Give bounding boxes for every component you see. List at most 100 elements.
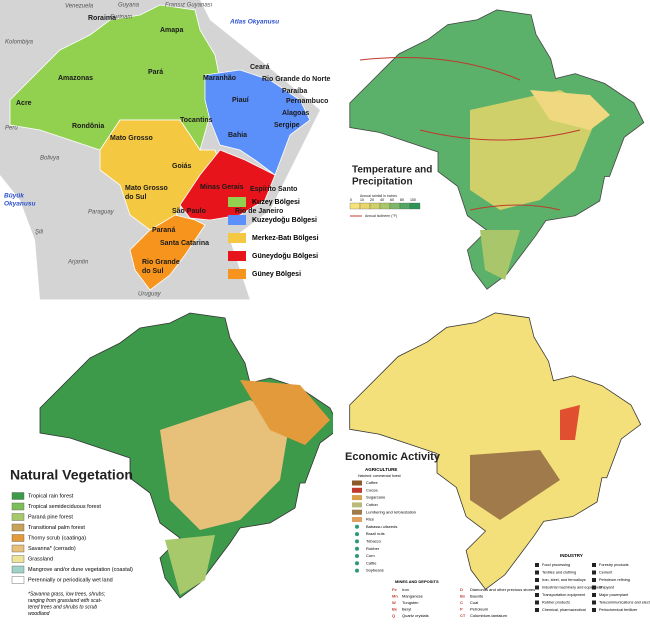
mine-code: W — [392, 600, 396, 605]
legend-swatch — [352, 502, 362, 508]
legend-label: 10 — [360, 198, 364, 202]
state-label: Paraíba — [282, 88, 307, 95]
legend-label: Telecommunications and electronic equipm… — [599, 601, 650, 605]
legend-label: Cement — [599, 571, 613, 575]
legend-icon — [592, 585, 596, 590]
legend-label: Petroleum refining — [599, 578, 630, 582]
legend-icon — [535, 585, 539, 590]
section-title: INDUSTRY — [560, 553, 583, 558]
legend-label: Shipyard — [599, 586, 614, 590]
state-label: Piauí — [232, 97, 250, 104]
country-label: Paraguay — [88, 210, 115, 216]
mine-code: D — [460, 587, 463, 592]
legend: 0 10 20 40 60 80 100 — [349, 198, 421, 210]
legend-label: Tropical rain forest — [28, 493, 74, 499]
activity-zone — [560, 405, 580, 440]
ocean — [200, 0, 333, 300]
mine-code: Mn — [392, 594, 398, 599]
legend-swatch — [228, 269, 246, 279]
legend-swatch — [379, 202, 391, 210]
legend-swatch — [355, 561, 359, 566]
country-label: Kolombiya — [5, 40, 34, 46]
legend-swatch — [389, 202, 401, 210]
country-label: Fransız Guyanası — [165, 3, 213, 9]
legend-icon — [592, 563, 596, 567]
legend-swatch — [369, 202, 381, 210]
state-label: Acre — [16, 100, 32, 107]
note-line: tered trees and shrubs to scrub — [28, 604, 97, 610]
legend-label: Soybeans — [366, 568, 384, 573]
legend-swatch — [11, 565, 25, 574]
legend-label: Bauxite — [470, 594, 484, 599]
mine-code: CT — [460, 613, 466, 618]
legend-swatch — [11, 534, 25, 542]
legend-label: Iron, steel, and ferroalloys — [542, 578, 586, 582]
legend-label: Thorny scrub (caatinga) — [28, 535, 86, 541]
legend-swatch — [11, 555, 25, 563]
legend-swatch — [11, 513, 25, 521]
economic-panel: Economic Activity AGRICULTURE Hatched: co… — [333, 303, 650, 621]
legend-label: Manganese — [402, 594, 424, 599]
legend-icon — [592, 608, 596, 612]
mine-code: P — [460, 607, 463, 612]
legend-icon — [592, 570, 596, 575]
mine-code: Fe — [392, 587, 397, 592]
legend-label: Cattle — [366, 560, 377, 565]
region-south — [129, 214, 206, 291]
legend-swatch — [409, 202, 421, 210]
legend-label: Güneydoğu Bölgesi — [252, 253, 318, 260]
legend-icon — [535, 578, 539, 582]
legend-label: 0 — [350, 198, 352, 202]
ocean — [0, 175, 40, 300]
legend-swatch — [352, 517, 362, 522]
state-label: Rio Grande do Norte — [262, 76, 331, 83]
isotherm — [359, 57, 581, 211]
legend-icon — [535, 563, 539, 567]
legend-label: 60 — [390, 198, 394, 202]
legend-label: Cotton — [366, 502, 378, 507]
state-label: Amapa — [160, 27, 183, 34]
country-label: Şili — [35, 230, 44, 236]
legend-label: Cocoa — [366, 487, 378, 492]
state-label: do Sul — [142, 268, 163, 275]
state-label: Minas Gerais — [200, 184, 244, 191]
legend-label: Petrochemical fertilizer — [599, 608, 638, 612]
vegetation-zone — [165, 535, 215, 595]
mine-code: Q — [392, 613, 395, 618]
region-southeast — [179, 149, 276, 221]
legend-label: Rubber products — [542, 601, 570, 605]
legend-label: Transportation equipment — [542, 593, 586, 597]
mine-code: C — [460, 600, 463, 605]
legend-label: Kuzeydoğu Bölgesi — [252, 217, 317, 224]
legend-icon — [535, 608, 539, 612]
legend-label: Merkez-Batı Bölgesi — [252, 235, 319, 242]
section-subtitle: Hatched: commercial forest — [358, 474, 401, 478]
note-line: woodland — [28, 611, 50, 617]
legend-label: Iron — [402, 587, 409, 592]
legend-swatch — [355, 546, 359, 551]
state-label: Sergipe — [274, 122, 300, 129]
legend-label: Corn — [366, 553, 375, 558]
vegetation-zone — [240, 380, 330, 445]
legend-label: Transitional palm forest — [28, 525, 85, 531]
legend-swatch — [11, 523, 25, 532]
legend-label: Coffee — [366, 480, 378, 485]
country-label: Surinam — [110, 15, 132, 21]
legend-swatch — [352, 509, 362, 515]
section-title: AGRICULTURE — [365, 467, 397, 472]
legend-label: Savanna* (cerrado) — [28, 546, 76, 552]
legend-swatch — [11, 576, 25, 584]
climate-panel: Temperature and Precipitation Annual rai… — [337, 0, 650, 300]
state-label: Tocantins — [180, 117, 213, 124]
mine-code: Be — [392, 607, 398, 612]
legend-label: Perennially or periodically wet land — [28, 577, 113, 583]
legend-icon — [535, 570, 539, 575]
legend-swatch — [11, 544, 25, 553]
legend-label: Kuzey Bölgesi — [252, 199, 300, 206]
legend-label: Major powerplant — [599, 593, 629, 597]
legend-label: Petroleum — [470, 607, 489, 612]
legend-label: Güney Bölgesi — [252, 271, 301, 278]
state-label: Roraima — [88, 15, 116, 22]
legend-swatch — [352, 480, 362, 486]
state-label: Rio de Janeiro — [235, 208, 283, 215]
